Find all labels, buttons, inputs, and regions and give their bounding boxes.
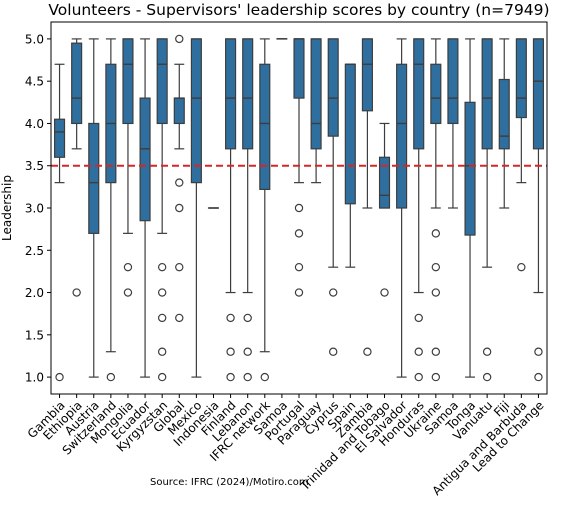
box — [413, 38, 425, 150]
source-note: Source: IFRC (2024)/Motiro.com — [150, 477, 309, 488]
box — [53, 118, 66, 158]
outlier-point — [157, 313, 167, 323]
y-tick-label: 5.0 — [25, 32, 44, 46]
box — [396, 63, 408, 209]
y-axis-label: Leadership — [0, 175, 14, 241]
outlier-point — [175, 203, 184, 213]
outlier-point — [414, 347, 423, 356]
outlier-point — [431, 347, 441, 356]
outlier-point — [157, 288, 167, 297]
box — [259, 63, 271, 191]
box — [156, 38, 168, 125]
outlier-point — [72, 288, 81, 297]
axes-frame — [50, 21, 548, 395]
outlier-point — [243, 313, 252, 323]
box — [293, 38, 305, 99]
outlier-point — [482, 372, 492, 382]
box — [242, 38, 254, 150]
box — [361, 38, 373, 112]
box — [88, 122, 100, 234]
y-tick-label: 3.5 — [25, 159, 44, 173]
outlier-point — [294, 229, 304, 238]
box — [327, 38, 339, 137]
y-tick-label: 4.0 — [25, 117, 44, 131]
outlier-point — [517, 262, 526, 272]
outlier-point — [226, 347, 235, 356]
box — [515, 38, 527, 119]
outlier-point — [414, 313, 423, 323]
outlier-point — [157, 262, 167, 272]
outlier-point — [175, 178, 184, 187]
outlier-point — [294, 262, 304, 272]
outlier-point — [175, 262, 184, 272]
plot-area: 1.01.52.02.53.03.54.04.55.0GambiaEthiopi… — [25, 32, 547, 498]
outlier-point — [123, 262, 133, 272]
box — [344, 63, 356, 205]
y-tick-label: 2.5 — [25, 244, 44, 258]
outlier-point — [175, 34, 184, 44]
y-tick-label: 1.0 — [25, 371, 44, 385]
outlier-point — [482, 347, 492, 356]
outlier-point — [534, 372, 543, 382]
outlier-point — [431, 372, 441, 382]
outlier-point — [157, 347, 167, 356]
outlier-point — [260, 372, 269, 382]
outlier-point — [106, 372, 116, 382]
box — [447, 38, 459, 125]
outlier-point — [243, 347, 252, 356]
outlier-point — [329, 288, 338, 297]
box — [173, 97, 185, 125]
y-tick-label: 2.0 — [25, 286, 44, 300]
box — [464, 101, 476, 236]
box — [225, 38, 237, 150]
box — [378, 156, 391, 209]
chart-title: Volunteers - Supervisors' leadership sco… — [48, 1, 549, 19]
outlier-point — [243, 372, 252, 382]
box — [122, 38, 134, 125]
outlier-point — [414, 372, 423, 382]
outlier-point — [431, 288, 441, 297]
outlier-point — [226, 313, 235, 323]
outlier-point — [431, 262, 441, 272]
outlier-point — [431, 229, 441, 238]
y-tick-label: 3.0 — [25, 202, 44, 216]
y-tick-label: 4.5 — [25, 75, 44, 89]
box — [139, 97, 151, 222]
outlier-point — [55, 372, 64, 382]
outlier-point — [123, 288, 133, 297]
box — [190, 38, 202, 184]
outlier-point — [329, 347, 338, 356]
outlier-point — [175, 313, 184, 323]
box — [481, 38, 493, 150]
outlier-point — [294, 288, 304, 297]
outlier-point — [226, 372, 235, 382]
box — [71, 42, 83, 125]
box — [532, 38, 545, 150]
box — [310, 38, 322, 150]
box — [498, 78, 510, 150]
y-tick-label: 1.5 — [25, 328, 44, 342]
outlier-point — [294, 203, 304, 213]
outlier-point — [534, 347, 543, 356]
outlier-point — [363, 347, 372, 356]
outlier-point — [380, 288, 389, 297]
outlier-point — [157, 372, 167, 382]
box — [430, 63, 442, 125]
